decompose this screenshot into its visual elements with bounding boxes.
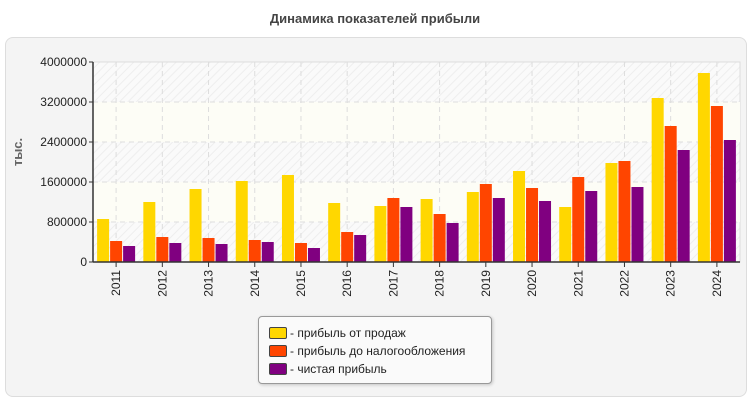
bar-2021-1 <box>572 177 585 262</box>
bar-2024-1 <box>710 106 723 262</box>
y-tick-label: 0 <box>80 255 87 269</box>
legend-label: - прибыль от продаж <box>290 326 406 340</box>
bar-2017-2 <box>400 207 413 262</box>
bar-2023-1 <box>664 126 677 262</box>
bar-2019-1 <box>479 184 492 262</box>
legend-label: - чистая прибыль <box>290 362 387 376</box>
x-tick-label: 2017 <box>386 270 400 297</box>
x-tick-label: 2016 <box>340 270 354 297</box>
bar-2020-0 <box>513 171 526 262</box>
bar-2019-0 <box>466 192 479 262</box>
bar-2016-0 <box>328 203 341 262</box>
bar-2013-2 <box>215 244 228 262</box>
legend-item: - чистая прибыль <box>269 361 387 377</box>
bar-2011-1 <box>110 241 123 262</box>
bar-2012-0 <box>143 202 156 262</box>
x-tick-label: 2021 <box>571 270 585 297</box>
bar-2013-1 <box>202 238 215 262</box>
bar-2023-2 <box>677 150 690 262</box>
legend-item: - прибыль от продаж <box>269 325 406 341</box>
legend-swatch <box>269 363 287 375</box>
bar-2013-0 <box>189 189 202 262</box>
bar-2021-0 <box>559 207 572 262</box>
bar-2020-2 <box>539 201 552 262</box>
bar-2017-0 <box>374 206 387 262</box>
x-tick-label: 2018 <box>433 270 447 297</box>
y-axis-label: тыс. <box>10 138 25 166</box>
legend-swatch <box>269 345 287 357</box>
bar-2012-1 <box>156 237 169 262</box>
bar-2014-2 <box>261 242 274 262</box>
bar-2011-0 <box>97 219 110 262</box>
bar-2014-0 <box>235 181 248 262</box>
y-tick-label: 4000000 <box>40 55 87 69</box>
x-tick-label: 2022 <box>617 270 631 297</box>
chart-title: Динамика показателей прибыли <box>269 11 481 26</box>
legend-swatch <box>269 327 287 339</box>
bar-2022-1 <box>618 161 631 262</box>
bar-2022-0 <box>605 163 618 262</box>
bar-2014-1 <box>248 240 261 262</box>
bar-2011-2 <box>123 246 136 262</box>
bar-2024-2 <box>723 140 736 262</box>
x-tick-label: 2013 <box>202 270 216 297</box>
x-tick-label: 2020 <box>525 270 539 297</box>
bar-2020-1 <box>526 188 539 262</box>
plot-band <box>93 102 740 142</box>
x-tick-label: 2014 <box>248 270 262 297</box>
bar-2024-0 <box>697 73 710 262</box>
bar-2023-0 <box>651 98 664 262</box>
bar-2017-1 <box>387 198 400 262</box>
bar-2015-0 <box>281 175 294 262</box>
y-tick-label: 2400000 <box>40 135 87 149</box>
legend-label: - прибыль до налогообложения <box>290 344 466 358</box>
x-tick-label: 2011 <box>109 270 123 296</box>
x-tick-label: 2023 <box>664 270 678 297</box>
legend: - прибыль от продаж - прибыль до налогоо… <box>258 316 492 384</box>
x-tick-label: 2019 <box>479 270 493 297</box>
x-tick-label: 2015 <box>294 270 308 297</box>
y-tick-label: 3200000 <box>40 95 87 109</box>
y-tick-label: 1600000 <box>40 175 87 189</box>
bar-2015-1 <box>294 243 307 262</box>
bar-2018-1 <box>433 214 446 262</box>
bar-2018-0 <box>420 199 433 262</box>
bar-2015-2 <box>307 248 320 262</box>
x-tick-label: 2024 <box>710 270 724 297</box>
y-tick-label: 800000 <box>47 215 87 229</box>
bar-2012-2 <box>169 243 182 262</box>
bar-2019-2 <box>492 198 505 262</box>
bar-2016-1 <box>341 232 354 262</box>
bar-2021-2 <box>585 191 598 262</box>
bar-2022-2 <box>631 187 644 262</box>
bar-2018-2 <box>446 223 459 262</box>
x-tick-label: 2012 <box>155 270 169 297</box>
bar-2016-2 <box>354 235 367 262</box>
legend-item: - прибыль до налогообложения <box>269 343 465 359</box>
